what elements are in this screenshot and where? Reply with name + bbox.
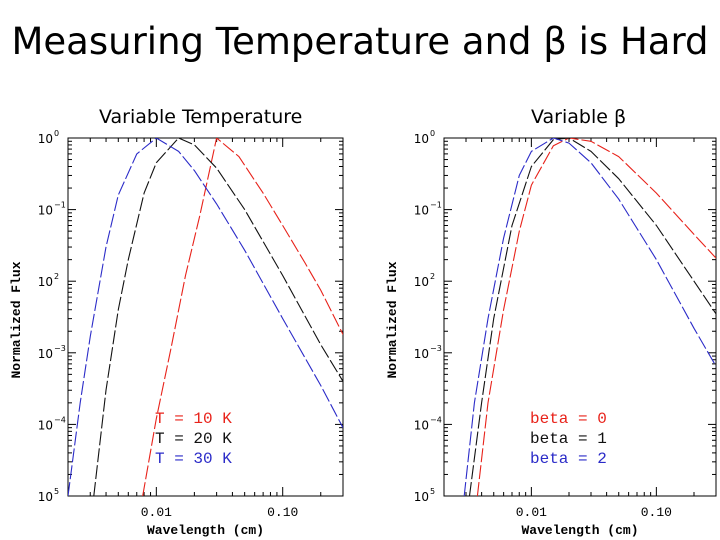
y-tick-exponent: −1 [430,201,442,210]
x-tick-label: 0.10 [641,505,672,520]
y-tick-exponent: −1 [54,201,66,210]
x-axis-label: Wavelength (cm) [521,523,638,538]
y-tick-label: 10 [414,418,429,432]
legend-entry: beta = 2 [530,450,607,468]
y-tick-label: 10 [38,275,53,289]
chart-panel: 10 010 −110 210 −310 −410 50.01 0.10Wavelength … [385,129,717,538]
x-tick-label: 0.01 [141,505,172,520]
y-tick-label: 10 [38,418,53,432]
y-tick-exponent: 2 [430,272,435,281]
x-tick-label: 0.10 [267,505,298,520]
y-tick-label: 10 [38,132,53,146]
x-axis-label: Wavelength (cm) [147,523,264,538]
series-group [463,138,716,496]
y-tick-label: 10 [414,275,429,289]
y-tick-label: 10 [38,347,53,361]
y-tick-exponent: 5 [430,487,435,496]
legend-entry: T = 20 K [155,430,232,448]
y-tick-label: 10 [414,347,429,361]
plot-frame [67,137,344,497]
y-tick-exponent: 2 [54,272,59,281]
y-tick-exponent: −3 [54,344,66,353]
legend-entry: T = 10 K [155,410,232,428]
series-line [93,138,343,496]
legend-entry: beta = 0 [530,410,607,428]
series-line [463,138,716,496]
legend-entry: beta = 1 [530,430,607,448]
series-line [468,138,716,496]
legend-entry: T = 30 K [155,450,232,468]
y-tick-label: 10 [38,490,53,504]
y-tick-exponent: 0 [430,129,435,138]
series-line [68,138,343,496]
y-tick-exponent: −4 [430,415,442,424]
series-line [142,138,343,496]
y-tick-exponent: −3 [430,344,442,353]
x-tick-label: 0.01 [516,505,547,520]
series-group [68,138,343,496]
chart-title-variable-temperature: Variable Temperature [99,106,303,128]
y-tick-label: 10 [414,132,429,146]
y-tick-exponent: 5 [54,487,59,496]
slide-title: Measuring Temperature and β is Hard [11,20,709,63]
y-tick-exponent: 0 [54,129,59,138]
y-axis-label: Normalized Flux [9,261,24,378]
chart-title-variable-beta: Variable β [531,106,627,128]
y-axis-label: Normalized Flux [385,261,400,378]
y-tick-label: 10 [414,490,429,504]
series-line [476,138,716,496]
y-tick-label: 10 [414,204,429,218]
y-tick-label: 10 [38,204,53,218]
chart-panel: 10 010 −110 210 −310 −410 50.01 0.10Wavelength … [9,129,344,538]
y-tick-exponent: −4 [54,415,66,424]
plot-frame [443,137,717,497]
